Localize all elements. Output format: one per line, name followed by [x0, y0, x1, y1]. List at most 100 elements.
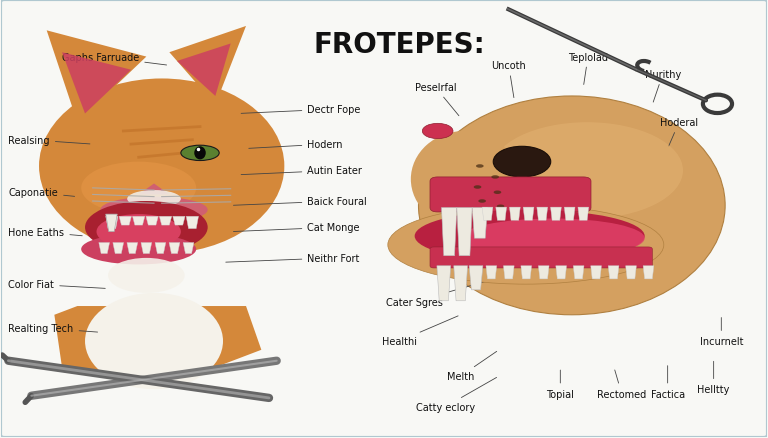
Ellipse shape [497, 205, 505, 208]
Polygon shape [454, 266, 468, 301]
Polygon shape [551, 208, 561, 221]
Text: Cater Sgres: Cater Sgres [386, 276, 504, 307]
Polygon shape [55, 306, 261, 385]
Polygon shape [113, 243, 124, 254]
Polygon shape [133, 217, 145, 226]
Ellipse shape [422, 124, 453, 139]
Text: Gaphs Farruade: Gaphs Farruade [62, 53, 167, 66]
Polygon shape [521, 266, 531, 279]
Polygon shape [509, 208, 520, 221]
Polygon shape [496, 208, 507, 221]
Polygon shape [523, 208, 534, 221]
Ellipse shape [85, 293, 223, 389]
Text: Realting Tech: Realting Tech [8, 323, 98, 333]
Text: Realsing: Realsing [8, 135, 90, 145]
Polygon shape [472, 208, 488, 239]
Ellipse shape [415, 210, 644, 263]
Ellipse shape [194, 147, 206, 160]
Text: FROTEPES:: FROTEPES: [313, 31, 485, 59]
Polygon shape [457, 208, 472, 256]
FancyBboxPatch shape [430, 247, 652, 268]
Polygon shape [99, 243, 110, 254]
Text: Peselrfal: Peselrfal [415, 83, 459, 117]
Polygon shape [119, 217, 131, 226]
Polygon shape [608, 266, 619, 279]
Ellipse shape [411, 132, 518, 228]
Ellipse shape [39, 79, 284, 254]
Polygon shape [139, 184, 170, 195]
Text: Incurnelt: Incurnelt [700, 318, 743, 346]
Text: Teplolad: Teplolad [568, 53, 608, 85]
Polygon shape [643, 266, 654, 279]
Polygon shape [127, 243, 137, 254]
Text: Neithr Fort: Neithr Fort [226, 253, 359, 263]
Polygon shape [47, 31, 147, 123]
Ellipse shape [81, 234, 196, 265]
Polygon shape [573, 266, 584, 279]
Text: Hoderal: Hoderal [660, 118, 698, 147]
Ellipse shape [101, 197, 207, 223]
Polygon shape [169, 243, 180, 254]
Ellipse shape [108, 258, 184, 293]
Text: Factica: Factica [650, 366, 685, 399]
Text: Healthi: Healthi [382, 316, 458, 346]
Polygon shape [170, 27, 246, 106]
Polygon shape [482, 208, 493, 221]
Polygon shape [183, 243, 194, 254]
Text: Uncoth: Uncoth [492, 61, 526, 99]
Polygon shape [486, 266, 497, 279]
Ellipse shape [81, 162, 196, 215]
Ellipse shape [492, 176, 499, 179]
Ellipse shape [480, 212, 488, 215]
Ellipse shape [474, 186, 482, 189]
Polygon shape [173, 217, 185, 226]
Ellipse shape [419, 97, 725, 315]
Polygon shape [155, 243, 166, 254]
Ellipse shape [97, 215, 180, 250]
Polygon shape [538, 266, 549, 279]
Ellipse shape [494, 191, 502, 194]
Text: Nurithy: Nurithy [644, 70, 681, 103]
Ellipse shape [492, 123, 683, 219]
Polygon shape [437, 266, 451, 301]
Polygon shape [442, 208, 457, 256]
Polygon shape [591, 266, 601, 279]
Text: Melth: Melth [447, 352, 497, 381]
Polygon shape [106, 217, 118, 229]
Text: Hodern: Hodern [249, 140, 343, 150]
Text: Dectr Fope: Dectr Fope [241, 105, 361, 115]
Text: Helltty: Helltty [697, 361, 730, 394]
Text: Hone Eaths: Hone Eaths [8, 227, 82, 237]
FancyBboxPatch shape [430, 177, 591, 212]
Text: Topial: Topial [546, 370, 574, 399]
Polygon shape [186, 217, 198, 229]
Polygon shape [469, 266, 483, 290]
Ellipse shape [461, 219, 644, 258]
Text: Baick Foural: Baick Foural [233, 197, 367, 207]
Polygon shape [537, 208, 548, 221]
Ellipse shape [493, 147, 551, 177]
Text: Color Fiat: Color Fiat [8, 279, 105, 290]
Polygon shape [177, 44, 230, 97]
Polygon shape [106, 215, 118, 232]
Polygon shape [564, 208, 575, 221]
Text: Caponatie: Caponatie [8, 188, 74, 198]
Ellipse shape [476, 165, 484, 168]
Ellipse shape [478, 200, 486, 203]
Text: Autin Eater: Autin Eater [241, 166, 362, 176]
Text: Cat Monge: Cat Monge [233, 223, 360, 233]
Polygon shape [62, 53, 131, 114]
Ellipse shape [388, 206, 664, 285]
Ellipse shape [85, 201, 207, 254]
Polygon shape [556, 266, 567, 279]
Polygon shape [503, 266, 514, 279]
Text: Rectomed: Rectomed [597, 370, 647, 399]
Polygon shape [160, 217, 172, 226]
Text: Catty eclory: Catty eclory [415, 378, 497, 412]
Polygon shape [626, 266, 637, 279]
Polygon shape [578, 208, 589, 221]
Ellipse shape [180, 146, 219, 161]
Ellipse shape [127, 191, 180, 208]
Polygon shape [146, 217, 158, 226]
Polygon shape [141, 243, 152, 254]
